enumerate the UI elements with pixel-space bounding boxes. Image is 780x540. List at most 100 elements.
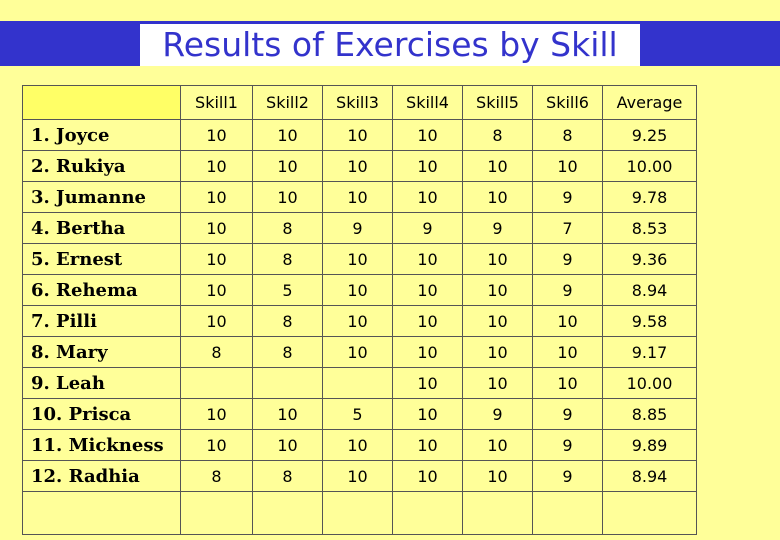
score-cell: 10: [180, 119, 253, 151]
table-row: 1. Joyce 10 10 10 10 8 8 9.25: [22, 119, 697, 151]
table-row: 5. Ernest 10 8 10 10 10 9 9.36: [22, 243, 697, 275]
table-row: 2. Rukiya 10 10 10 10 10 10 10.00: [22, 150, 697, 182]
score-cell: 8: [252, 336, 323, 368]
score-cell: 7: [532, 212, 603, 244]
table-row: 7. Pilli 10 8 10 10 10 10 9.58: [22, 305, 697, 337]
score-cell: 10: [322, 460, 393, 492]
average-cell: 10.00: [602, 367, 697, 399]
score-cell: [180, 367, 253, 399]
score-cell: 10: [462, 305, 533, 337]
score-cell: 10: [392, 367, 463, 399]
average-cell: 10.00: [602, 150, 697, 182]
score-cell: 10: [462, 367, 533, 399]
score-cell: 10: [180, 398, 253, 430]
header-corner-cell: [22, 85, 181, 120]
score-cell: [392, 491, 463, 535]
page-title: Results of Exercises by Skill: [140, 24, 640, 66]
student-name-cell: 3. Jumanne: [22, 181, 181, 213]
average-cell: [602, 491, 697, 535]
score-cell: 10: [392, 274, 463, 306]
score-cell: 5: [252, 274, 323, 306]
column-header: Average: [602, 85, 697, 120]
table-header-row: Skill1 Skill2 Skill3 Skill4 Skill5 Skill6 Aver…: [22, 85, 697, 120]
score-cell: 10: [462, 243, 533, 275]
average-cell: 8.85: [602, 398, 697, 430]
score-cell: [322, 491, 393, 535]
table-row: 10. Prisca 10 10 5 10 9 9 8.85: [22, 398, 697, 430]
score-cell: 9: [532, 429, 603, 461]
average-cell: 9.25: [602, 119, 697, 151]
score-cell: 10: [180, 305, 253, 337]
column-header: Skill5: [462, 85, 533, 120]
score-cell: 10: [322, 274, 393, 306]
score-cell: 8: [462, 119, 533, 151]
score-cell: 8: [252, 212, 323, 244]
score-cell: [252, 367, 323, 399]
score-cell: 8: [252, 460, 323, 492]
student-name-cell: 10. Prisca: [22, 398, 181, 430]
score-cell: 9: [532, 460, 603, 492]
average-cell: 9.17: [602, 336, 697, 368]
score-cell: 8: [252, 243, 323, 275]
score-cell: 10: [322, 305, 393, 337]
average-cell: 9.78: [602, 181, 697, 213]
score-cell: 10: [322, 336, 393, 368]
score-cell: [180, 491, 253, 535]
score-cell: 8: [252, 305, 323, 337]
score-cell: [532, 491, 603, 535]
score-cell: 10: [462, 150, 533, 182]
results-table: Skill1 Skill2 Skill3 Skill4 Skill5 Skill6 Aver…: [22, 85, 697, 535]
column-header: Skill4: [392, 85, 463, 120]
score-cell: 9: [532, 398, 603, 430]
score-cell: 10: [180, 429, 253, 461]
score-cell: 10: [392, 150, 463, 182]
score-cell: 10: [462, 336, 533, 368]
student-name-cell: 8. Mary: [22, 336, 181, 368]
column-header: Skill6: [532, 85, 603, 120]
score-cell: 10: [462, 181, 533, 213]
score-cell: 10: [532, 367, 603, 399]
score-cell: 10: [322, 150, 393, 182]
score-cell: 10: [392, 243, 463, 275]
student-name-cell: 5. Ernest: [22, 243, 181, 275]
score-cell: 10: [252, 398, 323, 430]
score-cell: 10: [462, 460, 533, 492]
score-cell: 10: [252, 429, 323, 461]
student-name-cell: 12. Radhia: [22, 460, 181, 492]
score-cell: 10: [322, 243, 393, 275]
average-cell: 8.94: [602, 274, 697, 306]
average-cell: 9.36: [602, 243, 697, 275]
score-cell: 9: [532, 181, 603, 213]
average-cell: 8.94: [602, 460, 697, 492]
student-name-cell: 6. Rehema: [22, 274, 181, 306]
score-cell: 10: [322, 181, 393, 213]
score-cell: 10: [392, 336, 463, 368]
table-row: [22, 491, 697, 535]
score-cell: 8: [532, 119, 603, 151]
score-cell: 9: [532, 243, 603, 275]
student-name-cell: 9. Leah: [22, 367, 181, 399]
table-row: 12. Radhia 8 8 10 10 10 9 8.94: [22, 460, 697, 492]
score-cell: 10: [392, 429, 463, 461]
score-cell: 8: [180, 460, 253, 492]
score-cell: [252, 491, 323, 535]
score-cell: 10: [392, 460, 463, 492]
score-cell: 10: [532, 336, 603, 368]
student-name-cell: 2. Rukiya: [22, 150, 181, 182]
average-cell: 9.58: [602, 305, 697, 337]
average-cell: 8.53: [602, 212, 697, 244]
table-row: 8. Mary 8 8 10 10 10 10 9.17: [22, 336, 697, 368]
score-cell: 5: [322, 398, 393, 430]
score-cell: 9: [322, 212, 393, 244]
table-row: 4. Bertha 10 8 9 9 9 7 8.53: [22, 212, 697, 244]
score-cell: 9: [532, 274, 603, 306]
score-cell: 9: [392, 212, 463, 244]
score-cell: 10: [532, 305, 603, 337]
score-cell: [322, 367, 393, 399]
score-cell: 10: [180, 212, 253, 244]
student-name-cell: 7. Pilli: [22, 305, 181, 337]
score-cell: 10: [392, 305, 463, 337]
table-row: 9. Leah 10 10 10 10.00: [22, 367, 697, 399]
column-header: Skill1: [180, 85, 253, 120]
column-header: Skill2: [252, 85, 323, 120]
